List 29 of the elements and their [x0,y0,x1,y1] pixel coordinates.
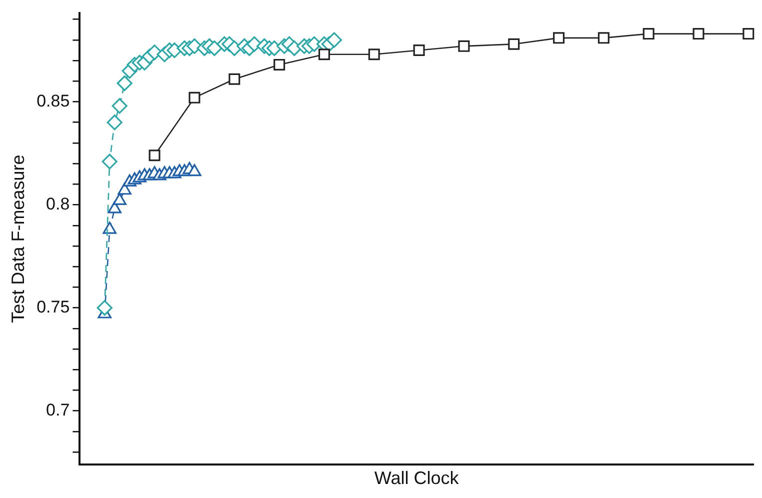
point [206,40,222,56]
point [148,150,160,162]
point [368,48,380,60]
y-tick-label: 0.8 [46,194,70,214]
point [188,164,202,176]
y-tick-label: 0.7 [46,400,70,420]
point [642,28,654,40]
y-axis-title: Test Data F-measure [8,154,28,323]
point [413,44,425,56]
point [742,28,754,40]
point [228,73,240,85]
point [188,92,200,104]
point [458,40,470,52]
point [274,58,286,70]
point [318,48,330,60]
point [508,38,520,50]
point [116,75,132,92]
point [112,98,128,114]
y-tick-label: 0.75 [36,298,70,317]
point [112,192,126,205]
point [106,114,122,130]
y-tick-label: 0.85 [36,91,70,110]
point [553,32,565,44]
x-axis-title: Wall Clock [374,468,460,488]
point [102,222,116,234]
point [598,32,610,44]
point [326,32,342,48]
point [692,28,704,40]
point [102,154,118,170]
